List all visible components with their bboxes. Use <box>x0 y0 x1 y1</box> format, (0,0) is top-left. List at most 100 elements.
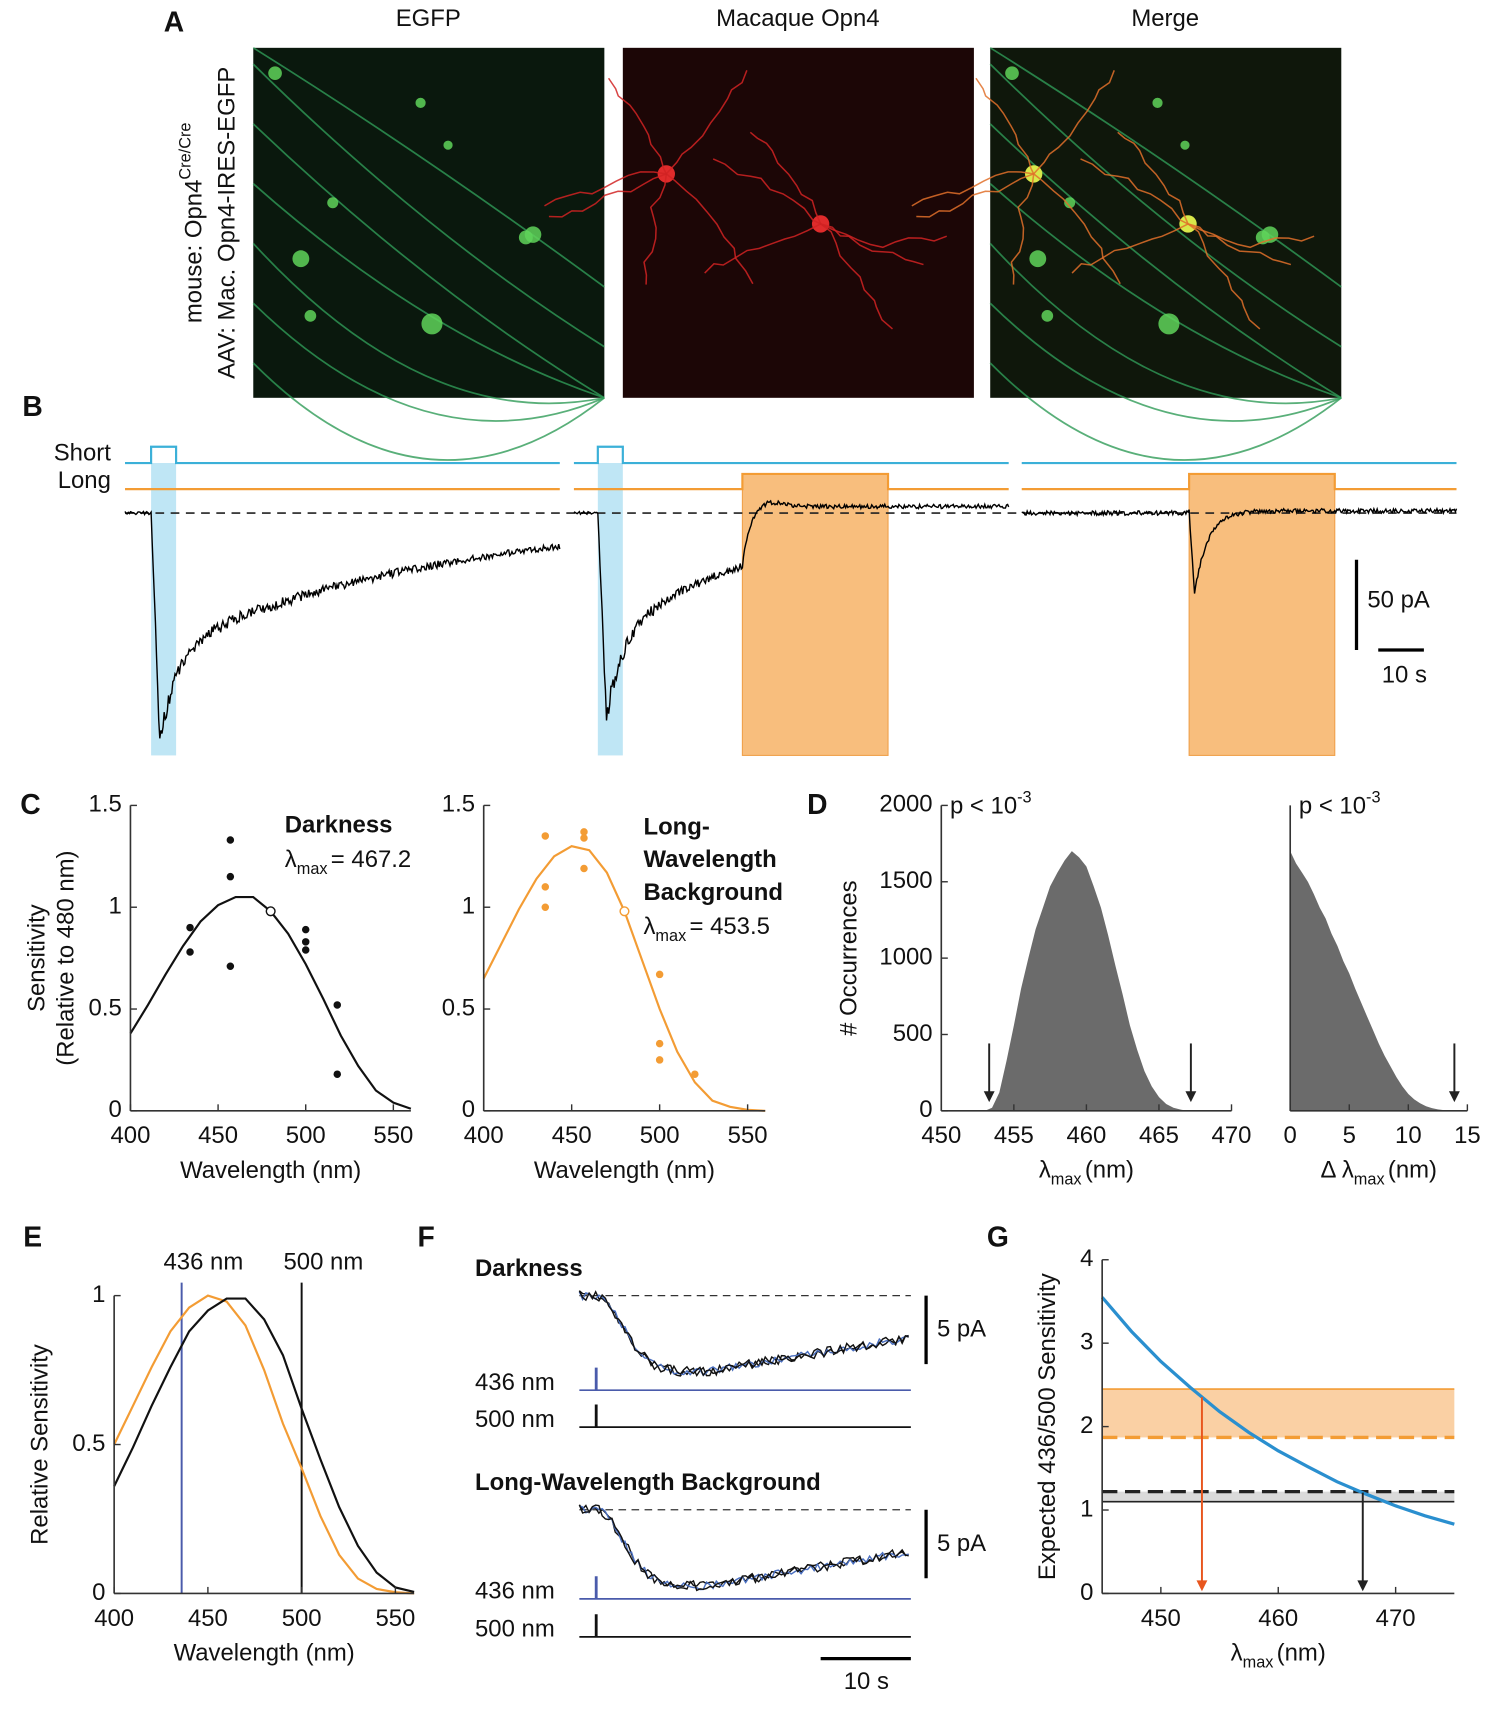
y-tick-label: 1 <box>462 893 475 920</box>
dendrite <box>749 131 822 225</box>
x-tick-label: 10 <box>1395 1122 1422 1149</box>
cell <box>518 230 533 245</box>
annotation: Long- <box>643 814 709 841</box>
x-tick-label: 400 <box>111 1122 151 1149</box>
y-axis-label: (Relative to 480 nm) <box>53 851 80 1066</box>
cell <box>443 140 453 150</box>
text-part: -3 <box>1366 789 1381 807</box>
cell <box>1158 313 1180 335</box>
short-stimulus-trace <box>125 445 560 465</box>
cell <box>1029 250 1047 268</box>
data-point <box>226 962 235 971</box>
scale-label: 5 pA <box>937 1530 986 1557</box>
current-trace <box>578 1504 909 1592</box>
x-tick-label: 450 <box>921 1122 961 1149</box>
stimulus-label: Long <box>58 467 111 494</box>
panel-label: A <box>164 5 184 37</box>
y-axis-label: Sensitivity <box>23 904 50 1012</box>
data-point <box>333 1070 342 1078</box>
y-tick-label: 1000 <box>879 943 932 970</box>
y-tick-label: 0.5 <box>89 994 122 1021</box>
dendrite <box>665 173 754 285</box>
chart: 400 450 500 550 0 0.5 1 1.5 Wavelength (nm) Long-… <box>442 791 783 1184</box>
image-background <box>253 47 605 398</box>
stimulus-label: 436 nm <box>475 1369 555 1396</box>
panel-label: C <box>20 788 40 820</box>
stimulus-trace <box>579 1404 911 1429</box>
y-axis-label: # Occurrences <box>835 880 862 1035</box>
y-tick-label: 1 <box>108 893 121 920</box>
dendrite <box>607 77 667 175</box>
text-part: AAV: Mac. Opn4-IRES-EGFP <box>214 67 241 379</box>
x-axis-label: λmax (nm) <box>1039 1157 1134 1189</box>
text-part: (nm) <box>1388 1157 1437 1184</box>
text-part: (nm) <box>1277 1640 1326 1667</box>
axon <box>989 302 1342 422</box>
cell <box>1041 310 1054 322</box>
data-point <box>541 832 550 840</box>
y-tick-label: 0 <box>919 1096 932 1123</box>
x-tick-label: 500 <box>640 1122 680 1149</box>
x-tick-label: 455 <box>994 1122 1034 1149</box>
dendrite <box>820 223 924 266</box>
data-point <box>655 1056 664 1064</box>
axon <box>252 362 605 461</box>
dendrite <box>911 171 1034 207</box>
dendrite <box>1033 173 1121 285</box>
data-point <box>580 864 588 873</box>
data-point <box>301 938 310 946</box>
data-point <box>655 970 664 979</box>
y-axis-label: Expected 436/500 Sensitivity <box>1034 1273 1061 1580</box>
data-point <box>265 906 276 917</box>
group-title: Darkness <box>475 1255 583 1282</box>
text-part: = 453.5 <box>689 914 769 941</box>
histogram-area <box>1290 851 1456 1111</box>
x-tick-label: 550 <box>373 1122 413 1149</box>
chart: 450 460 470 0 1 2 3 4 λmax (nm) Expected 436/500 S… <box>1034 1245 1455 1672</box>
panel-label: G <box>987 1221 1009 1253</box>
stimulus-label: Short <box>54 440 111 467</box>
x-tick-label: 470 <box>1212 1122 1252 1149</box>
axon <box>252 302 605 422</box>
x-tick-label: 450 <box>198 1122 238 1149</box>
scale-label: 5 pA <box>937 1316 986 1343</box>
p-value: p < 10-3 <box>950 789 1032 820</box>
x-axis-label: λmax (nm) <box>1231 1640 1326 1672</box>
dendrite <box>1080 158 1189 225</box>
cell <box>292 250 310 268</box>
dendrite <box>820 223 893 330</box>
chart: 400 450 500 550 0 0.5 1 1.5 Wavelength (nm) Sensi… <box>23 791 413 1184</box>
arrow-head <box>1357 1580 1369 1592</box>
y-tick-label: 0.5 <box>72 1430 105 1457</box>
data-point <box>333 1001 342 1009</box>
image-title: EGFP <box>396 5 461 32</box>
x-axis-label: Wavelength (nm) <box>180 1157 361 1184</box>
x-tick-label: 450 <box>1141 1605 1181 1632</box>
annotation: λmax = 467.2 <box>285 846 411 878</box>
dendrite <box>665 70 748 175</box>
axon <box>989 47 1342 288</box>
annotation: Darkness <box>285 811 393 838</box>
stimulus-trace <box>579 1367 911 1392</box>
data-point <box>580 834 588 842</box>
micrograph <box>544 47 974 398</box>
x-tick-label: 460 <box>1066 1122 1106 1149</box>
annotation: Wavelength <box>643 846 776 873</box>
x-axis-label: Δ λmax (nm) <box>1321 1157 1437 1189</box>
y-tick-label: 1 <box>1080 1495 1093 1522</box>
arrow-head <box>1448 1091 1460 1103</box>
short-stimulus-trace <box>573 445 1009 465</box>
annotation: Background <box>643 879 782 906</box>
x-tick-label: 470 <box>1376 1605 1416 1632</box>
dendrite <box>820 223 948 249</box>
arrow-head <box>983 1091 995 1103</box>
y-tick-label: 0 <box>462 1096 475 1123</box>
data-point <box>226 872 235 881</box>
x-tick-label: 0 <box>1284 1122 1297 1149</box>
stimulus-trace <box>579 1614 911 1638</box>
y-axis-label: Relative Sensitivity <box>27 1344 54 1545</box>
stimulus-label: 436 nm <box>475 1578 555 1605</box>
data-point <box>186 948 194 956</box>
axon <box>989 63 1342 348</box>
x-tick-label: 465 <box>1139 1122 1179 1149</box>
